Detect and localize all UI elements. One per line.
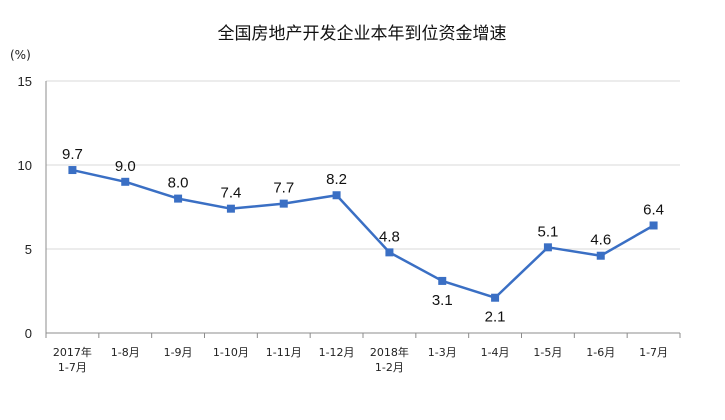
y-tick-label: 0	[25, 326, 32, 341]
data-point-marker	[68, 166, 77, 175]
data-point-marker	[491, 293, 500, 302]
data-point-marker	[649, 221, 658, 230]
x-tick-label: 1-6月	[586, 346, 615, 359]
data-label: 7.4	[220, 185, 241, 202]
x-tick-label: 1-7月	[639, 346, 668, 359]
data-label: 8.2	[326, 171, 347, 188]
y-tick-labels: 0 5 10 15	[18, 74, 32, 341]
data-label: 4.8	[379, 228, 400, 245]
x-tick-label: 1-9月	[164, 346, 193, 359]
data-point-marker	[226, 204, 235, 213]
x-tick-label: 1-7月	[58, 361, 87, 374]
x-tick-label: 1-12月	[319, 346, 355, 359]
data-point-marker	[438, 276, 447, 285]
x-tick-label: 1-11月	[266, 346, 302, 359]
y-tick-label: 10	[18, 158, 32, 173]
y-tick-label: 5	[25, 242, 32, 257]
x-tick-labels: 2017年 1-7月 1-8月 1-9月 1-10月 1-11月 1-12月 2018年 1-2…	[53, 345, 668, 374]
data-point-marker	[596, 251, 605, 260]
data-label: 9.7	[62, 146, 83, 163]
data-labels: 9.7 9.0 8.0 7.4 7.7 8.2 4.8 3.1 2.1 5.1 4.6 6.4	[62, 146, 664, 326]
y-tick-label: 15	[18, 74, 32, 89]
data-label: 5.1	[537, 223, 558, 240]
data-label: 3.1	[432, 292, 453, 309]
x-tick-label: 1-3月	[428, 346, 457, 359]
data-label: 2.1	[485, 309, 506, 326]
data-label: 4.6	[590, 232, 611, 249]
x-tick-label: 2018年	[370, 345, 409, 359]
grid-lines	[46, 80, 680, 250]
x-tick-label: 1-4月	[481, 346, 510, 359]
data-label: 7.7	[273, 180, 294, 197]
data-label: 8.0	[168, 175, 189, 192]
axes	[45, 81, 681, 338]
data-point-marker	[174, 194, 183, 203]
x-tick-label: 2017年	[53, 345, 92, 359]
y-unit-label: (%)	[10, 48, 31, 62]
series-line-group	[68, 166, 658, 302]
data-point-marker	[279, 199, 288, 208]
x-tick-label: 1-10月	[213, 346, 249, 359]
series-line	[72, 168, 655, 299]
chart-title: 全国房地产开发企业本年到位资金增速	[218, 24, 507, 44]
data-label: 9.0	[115, 158, 136, 175]
data-point-marker	[543, 243, 552, 252]
data-point-marker	[332, 191, 341, 200]
x-tick-label: 1-8月	[111, 346, 140, 359]
data-point-marker	[121, 177, 130, 186]
data-point-marker	[385, 248, 394, 257]
x-tick-label: 1-2月	[375, 361, 404, 374]
x-tick-label: 1-5月	[533, 346, 562, 359]
data-label: 6.4	[643, 201, 664, 218]
